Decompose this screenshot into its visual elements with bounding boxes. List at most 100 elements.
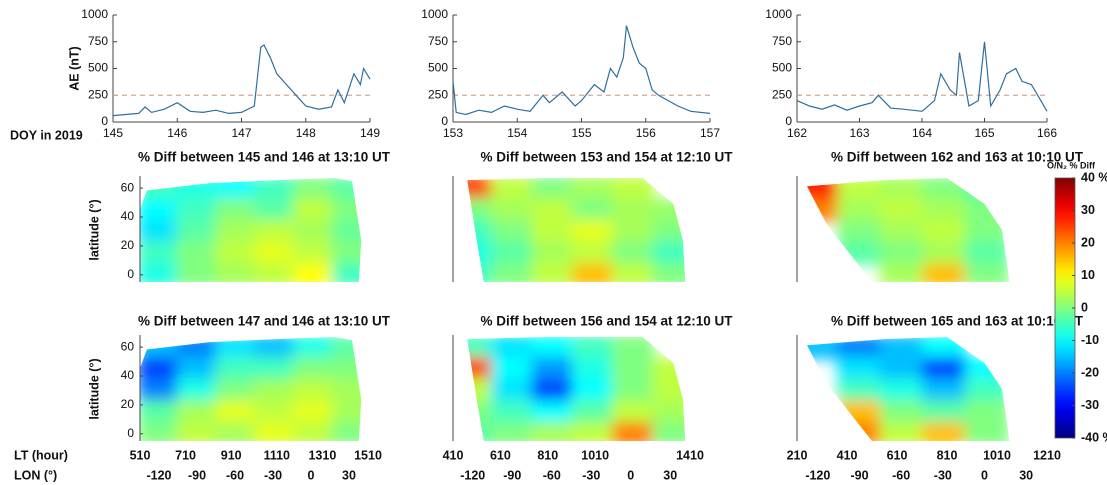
cell — [176, 400, 218, 424]
cell — [215, 262, 257, 282]
cell — [176, 262, 218, 282]
cell — [292, 197, 334, 222]
y-tick-label: 500 — [88, 61, 108, 75]
x-tick-label: 1010 — [581, 448, 609, 462]
cell — [140, 337, 179, 359]
y-tick-label: 1000 — [81, 7, 108, 21]
map — [467, 337, 686, 441]
cell — [837, 421, 882, 441]
cell — [176, 337, 218, 359]
cell — [571, 337, 614, 359]
lon-tick-label: -60 — [226, 468, 244, 482]
cell — [879, 337, 925, 359]
cell — [176, 378, 218, 403]
ae-line — [452, 25, 711, 116]
map — [140, 178, 362, 282]
cell — [922, 421, 967, 441]
cell — [922, 378, 967, 403]
y-tick-label: 20 — [121, 397, 135, 411]
cell — [215, 337, 257, 359]
cell — [531, 197, 574, 222]
cell — [531, 219, 574, 244]
cell — [531, 378, 574, 403]
cell — [611, 178, 655, 200]
cell — [491, 400, 534, 424]
x-tick-label: 710 — [175, 448, 196, 462]
cell — [176, 356, 218, 381]
cell — [879, 378, 925, 403]
y-tick-label: 60 — [121, 180, 135, 194]
x-tick-label: 1310 — [308, 448, 336, 462]
cell — [611, 421, 655, 441]
y-tick-label: 500 — [772, 61, 792, 75]
x-tick-label: 164 — [912, 126, 932, 140]
cell — [571, 400, 614, 424]
x-tick-label: 149 — [360, 126, 380, 140]
x-tick-label: 1110 — [264, 448, 290, 462]
cell — [571, 378, 614, 403]
map-title: % Diff between 165 and 163 at 10:10 UT — [831, 314, 1084, 329]
cell — [837, 400, 882, 424]
cell — [292, 378, 334, 403]
x-tick-label: 610 — [887, 448, 908, 462]
cell — [611, 197, 655, 222]
map-cells — [807, 337, 1010, 441]
y-tick-label: 750 — [88, 34, 108, 48]
cell — [531, 421, 574, 441]
lon-tick-label: -120 — [805, 468, 830, 482]
cell — [922, 197, 967, 222]
cell — [807, 197, 840, 222]
y-tick-label: 0 — [785, 114, 792, 128]
cell — [611, 262, 655, 282]
cell — [571, 197, 614, 222]
lon-tick-label: -30 — [582, 468, 600, 482]
cell — [292, 241, 334, 265]
map-cells — [467, 178, 686, 282]
cell — [531, 400, 574, 424]
lon-tick-label: 30 — [342, 468, 356, 482]
cell — [611, 337, 655, 359]
map-cells — [467, 337, 686, 441]
x-tick-label: 166 — [1037, 126, 1057, 140]
colorbar-tick-label: 30 — [1081, 203, 1095, 217]
cell — [140, 400, 179, 424]
map-title: % Diff between 162 and 163 at 10:10 UT — [831, 150, 1084, 165]
lon-tick-label: -90 — [503, 468, 521, 482]
cell — [922, 219, 967, 244]
lon-tick-label: 0 — [308, 468, 315, 482]
x-axis-label: DOY in 2019 — [10, 128, 83, 142]
map — [467, 178, 686, 282]
cell — [467, 356, 494, 381]
cell — [807, 178, 840, 200]
cell — [531, 241, 574, 265]
colorbar-tick-label: 0 — [1081, 300, 1088, 314]
cell — [215, 421, 257, 441]
cell — [254, 262, 295, 282]
cell — [215, 219, 257, 244]
cell — [611, 356, 655, 381]
cell — [140, 378, 179, 403]
cell — [331, 356, 362, 381]
cell — [837, 337, 882, 359]
colorbar-tick-label: 20 — [1081, 235, 1095, 249]
cell — [254, 356, 295, 381]
cell — [254, 241, 295, 265]
cell — [254, 197, 295, 222]
lon-tick-label: -30 — [264, 468, 282, 482]
y-tick-label: 0 — [127, 426, 134, 440]
cell — [922, 178, 967, 200]
cell — [331, 197, 362, 222]
cell — [879, 400, 925, 424]
x-tick-label: 157 — [700, 126, 720, 140]
y-tick-label: 750 — [428, 34, 448, 48]
x-tick-label: 910 — [221, 448, 242, 462]
y-axis-label: latitude (°) — [87, 199, 101, 260]
cell — [491, 219, 534, 244]
cell — [531, 262, 574, 282]
map-cells — [807, 178, 1010, 282]
cell — [467, 400, 494, 424]
x-tick-label: 145 — [103, 126, 123, 140]
cell — [140, 178, 179, 200]
cell — [531, 356, 574, 381]
cell — [807, 337, 840, 359]
